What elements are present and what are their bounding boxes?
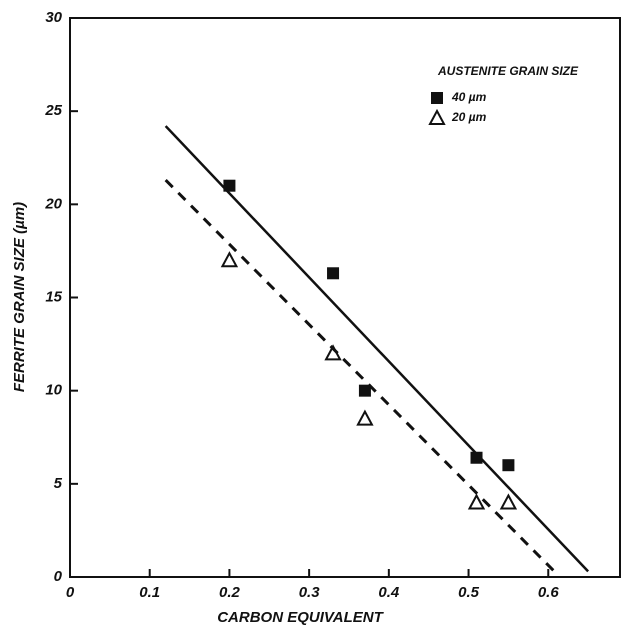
x-tick-label: 0.4	[378, 584, 400, 601]
legend-marker	[431, 92, 443, 104]
legend-label: 40 µm	[451, 90, 487, 104]
x-tick-label: 0.5	[458, 584, 480, 601]
x-tick-label: 0.6	[538, 584, 560, 601]
point	[358, 384, 371, 397]
y-tick-label: 0	[54, 568, 63, 585]
point	[356, 409, 374, 426]
point	[220, 251, 239, 268]
point	[499, 493, 518, 510]
point	[223, 179, 236, 192]
y-tick-label: 15	[45, 288, 62, 305]
y-axis-label: FERRITE GRAIN SIZE (µm)	[11, 202, 28, 392]
x-tick-label: 0.2	[219, 584, 241, 601]
x-tick-label: 0	[66, 584, 75, 601]
point	[467, 493, 486, 510]
y-tick-label: 25	[44, 102, 62, 119]
point	[502, 459, 515, 472]
y-tick-label: 20	[44, 195, 62, 212]
x-tick-label: 0.1	[139, 584, 160, 601]
x-tick-label: 0.3	[299, 584, 321, 601]
plot-frame	[69, 17, 621, 578]
y-tick-label: 30	[45, 9, 62, 26]
legend-label: 20 µm	[451, 110, 487, 124]
point	[327, 267, 340, 280]
x-axis-label: CARBON EQUIVALENT	[217, 609, 384, 626]
point	[324, 344, 342, 361]
y-tick-label: 10	[45, 382, 62, 399]
legend-title: AUSTENITE GRAIN SIZE	[437, 64, 579, 78]
fit-line	[164, 179, 558, 575]
y-tick-label: 5	[54, 475, 63, 492]
point	[470, 451, 483, 464]
legend-marker	[428, 108, 446, 125]
fit-line	[164, 125, 590, 573]
